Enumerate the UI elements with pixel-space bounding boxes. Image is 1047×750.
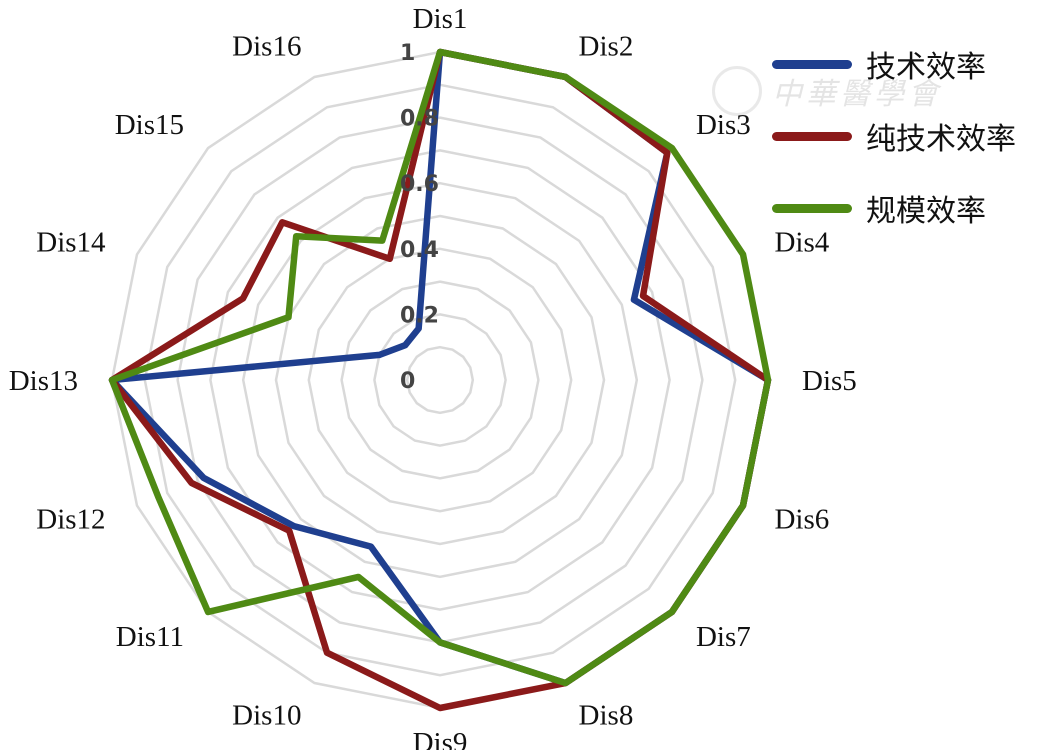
grid-ring [143,83,737,677]
legend-item-pure-tech: 纯技术效率 [772,100,1016,172]
grid-ring [209,149,671,611]
tick-label: 0.8 [400,107,439,132]
legend: 技术效率 纯技术效率 规模效率 [772,28,1016,244]
axis-label-dis6: Dis6 [774,504,829,536]
axis-label-dis13: Dis13 [9,365,78,397]
legend-item-tech: 技术效率 [772,28,1016,100]
legend-swatch [772,59,852,69]
watermark-text: 中華醫學會 [772,77,942,112]
legend-item-scale: 规模效率 [772,172,1016,244]
axis-label-dis4: Dis4 [774,226,829,258]
axis-label-dis14: Dis14 [36,226,106,258]
legend-label: 规模效率 [866,194,986,229]
seal-icon [712,66,762,116]
series-line-3 [108,48,772,687]
axis-label-dis9: Dis9 [413,727,468,750]
radar-grid [110,50,770,710]
axis-label-dis15: Dis15 [115,109,184,141]
tick-label: 0.6 [400,172,439,197]
axis-label-dis2: Dis2 [579,31,634,63]
tick-label: 0.2 [400,303,439,328]
grid-ring [274,214,606,546]
axis-label-dis11: Dis11 [116,621,184,653]
grid-ring [241,181,639,579]
grid-ring [405,345,475,415]
series-line-2 [108,48,772,712]
watermark: 中華醫學會 [712,66,942,116]
grid-ring [340,280,540,480]
axis-label-dis5: Dis5 [802,365,857,397]
grid-ring [176,116,704,644]
grid-ring [307,247,573,513]
tick-label: 0 [400,369,415,394]
legend-swatch [772,131,852,141]
tick-label: 1 [400,41,415,66]
legend-swatch [772,203,852,213]
axis-label-dis8: Dis8 [579,699,634,731]
axis-label-dis10: Dis10 [232,699,301,731]
legend-label: 技术效率 [866,50,986,85]
axis-label-dis7: Dis7 [696,621,751,653]
axis-labels: Dis1Dis2Dis3Dis4Dis5Dis6Dis7Dis8Dis9Dis1… [9,3,857,750]
axis-label-dis12: Dis12 [36,504,105,536]
legend-label: 纯技术效率 [866,122,1016,157]
tick-label: 0.4 [400,238,439,263]
radar-series [108,48,772,712]
grid-ring [373,313,507,447]
axis-label-dis1: Dis1 [413,3,468,35]
axis-label-dis16: Dis16 [232,31,301,63]
radial-tick-labels: 0 0.2 0.4 0.6 0.8 1 [400,41,439,394]
